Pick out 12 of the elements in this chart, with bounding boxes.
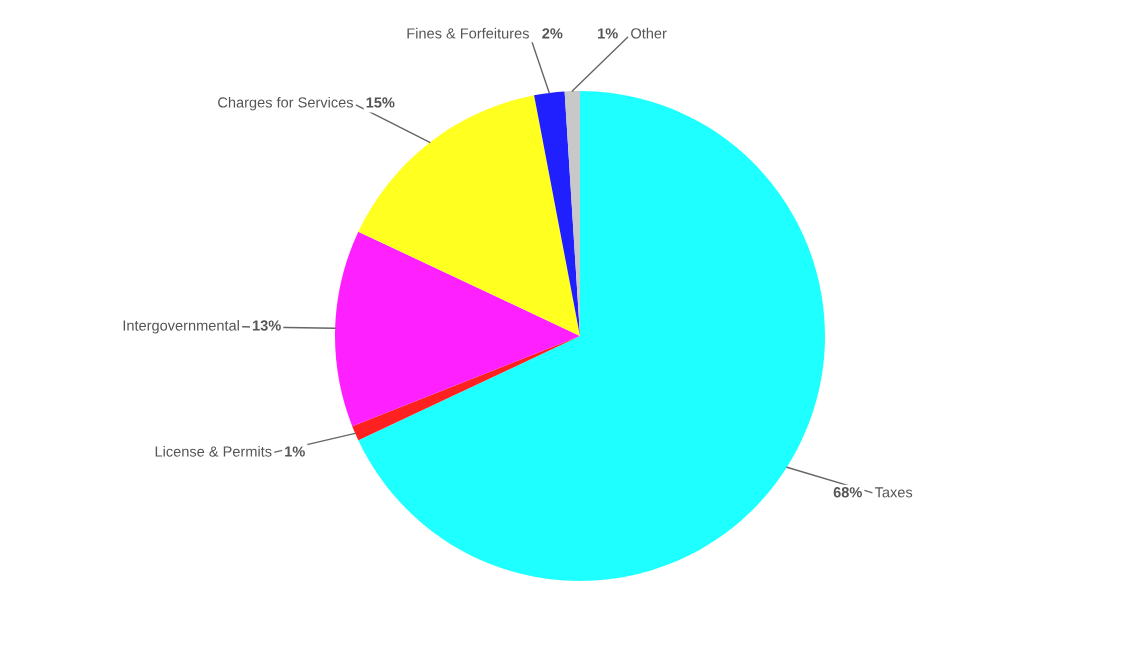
data-label: 15%: [366, 97, 395, 108]
slice-label: Other: [631, 27, 667, 39]
data-label: 1%: [285, 446, 305, 457]
slice-label: Charges for Services: [218, 96, 354, 111]
data-label: 13%: [252, 320, 281, 331]
slice-label: License & Permits: [155, 445, 272, 457]
slice-label: Intergovernmental: [123, 319, 239, 334]
slice-label: Taxes: [874, 487, 913, 498]
slice-label: Fines & Forfeitures: [407, 27, 529, 39]
data-label: 68%: [833, 487, 862, 498]
data-label: 1%: [598, 28, 618, 39]
data-label: 2%: [542, 28, 563, 39]
